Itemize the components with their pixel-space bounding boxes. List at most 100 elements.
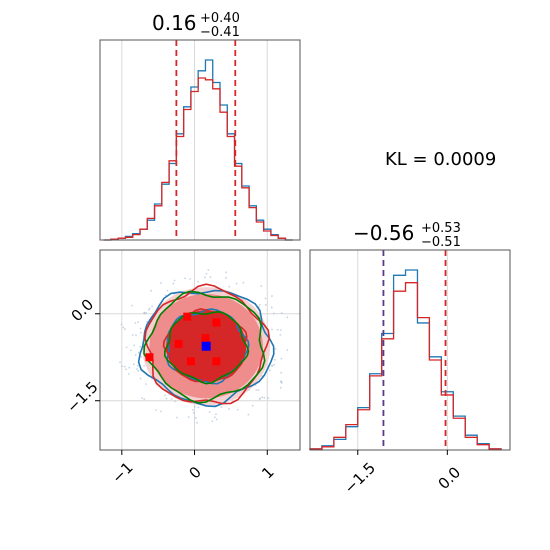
scatter-point [120,323,123,326]
scatter-point [173,279,176,282]
scatter-point [160,282,162,284]
scatter-point [155,409,157,411]
scatter-point [228,285,231,288]
scatter-point [264,297,267,300]
scatter-point [131,334,134,336]
histogram-series [309,269,502,450]
scatter-point [215,413,217,416]
scatter-point [213,416,216,419]
histogram-series [309,282,502,450]
marginal-y-panel: −0.56 +0.53 −0.51 −1.5 0.0 [309,221,511,497]
scatter-point [160,410,162,413]
scatter-point [127,373,130,375]
scatter-point [209,276,212,279]
scatter-point [132,363,135,366]
scatter-point [225,276,228,279]
scatter-point [191,409,194,411]
scatter-point [258,303,261,306]
scatter-point [174,400,177,403]
red-marker [186,357,195,366]
scatter-point [134,353,137,356]
y-tick-label: 0.0 [68,295,98,325]
scatter-point [164,394,166,397]
scatter-point [207,269,210,271]
marginal-y-title: −0.56 [353,221,414,245]
scatter-point [139,377,142,380]
scatter-point [276,328,279,331]
scatter-point [280,371,283,374]
scatter-point [143,364,146,367]
scatter-point [235,282,238,285]
scatter-point [273,363,275,366]
contour-line [164,310,250,385]
x-tick-label: 1 [258,463,277,482]
scatter-point [120,365,123,368]
scatter-point [279,333,282,336]
scatter-point [165,397,168,400]
scatter-point [125,346,128,349]
scatter-point [269,369,271,372]
scatter-point [208,411,211,413]
scatter-point [150,289,153,292]
scatter-point [197,280,199,283]
blue-marker [201,341,211,351]
scatter-point [196,422,198,424]
scatter-point [147,308,150,311]
scatter-point [136,364,139,367]
scatter-point [286,349,289,351]
contour-line [143,290,266,404]
scatter-point [137,351,140,354]
scatter-point [279,329,282,331]
x-tick-label: 0 [186,463,205,482]
scatter-point [139,327,142,330]
histogram-series [103,77,293,241]
scatter-point [257,389,260,392]
scatter-point [124,328,126,331]
scatter-point [143,311,146,314]
scatter-point [133,344,136,347]
scatter-point [172,282,175,285]
scatter-point [145,311,147,314]
contour-line [162,308,248,383]
scatter-point [280,357,283,360]
scatter-point [211,420,214,423]
scatter-point [136,368,138,370]
red-marker [212,357,221,366]
scatter-point [187,416,190,418]
marginal-x-title-minus: −0.41 [200,25,240,40]
scatter-point [280,380,283,383]
scatter-point [146,320,148,323]
scatter-point [129,349,132,352]
kl-annotation: KL = 0.0009 [385,149,496,170]
scatter-point [125,368,127,371]
scatter-point [139,331,142,334]
scatter-point [260,285,263,287]
scatter-point [220,406,223,409]
scatter-point [286,316,289,319]
red-marker [183,312,192,321]
marginal-x-title-plus: +0.40 [200,11,240,26]
x-tick-label: 0.0 [435,463,465,493]
contour-line [137,289,275,408]
scatter-point [119,361,121,364]
scatter-point [139,345,142,348]
marginal-x-panel: 0.16 +0.40 −0.41 [99,11,301,241]
scatter-point [128,366,131,369]
scatter-point [274,348,277,350]
joint-panel: −1 0 1 0.0 −1.5 [63,249,301,487]
scatter-point [259,397,262,400]
x-tick-label: −1 [108,459,136,487]
red-marker [201,334,210,343]
scatter-point [247,413,250,416]
marginal-y-title-minus: −0.51 [421,235,461,250]
red-marker [174,339,183,348]
scatter-point [137,369,140,372]
scatter-point [148,307,151,310]
scatter-point [189,277,192,280]
scatter-point [192,411,195,414]
marginal-x-title: 0.16 [152,11,197,35]
scatter-point [242,281,245,284]
scatter-point [197,406,200,409]
scatter-point [228,408,231,410]
scatter-point [134,322,137,324]
